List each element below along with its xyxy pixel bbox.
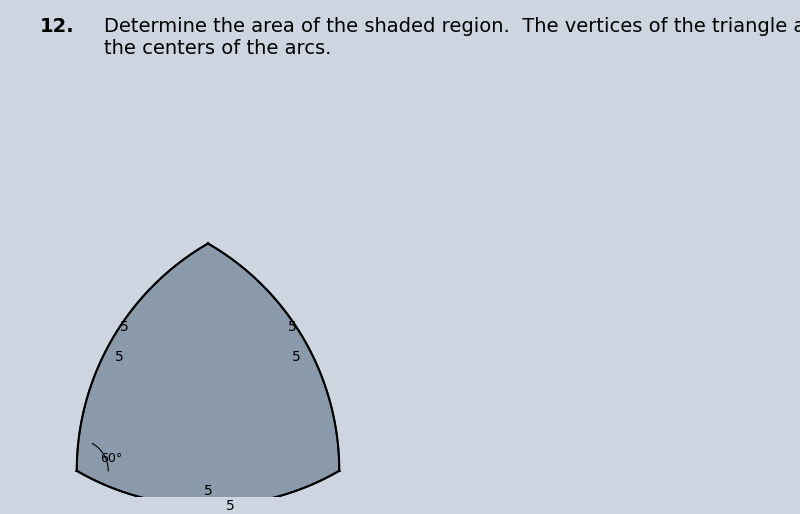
Text: Determine the area of the shaded region.  The vertices of the triangle are
the c: Determine the area of the shaded region.… xyxy=(104,17,800,58)
Text: 5: 5 xyxy=(115,350,124,364)
Polygon shape xyxy=(77,244,339,471)
Text: 5: 5 xyxy=(204,484,212,498)
Text: 5: 5 xyxy=(287,320,296,334)
Text: 5: 5 xyxy=(292,350,301,364)
Text: 60°: 60° xyxy=(100,451,122,465)
Text: 12.: 12. xyxy=(40,17,74,36)
Polygon shape xyxy=(77,244,339,506)
Text: 5: 5 xyxy=(226,499,235,513)
Text: 5: 5 xyxy=(120,320,129,334)
